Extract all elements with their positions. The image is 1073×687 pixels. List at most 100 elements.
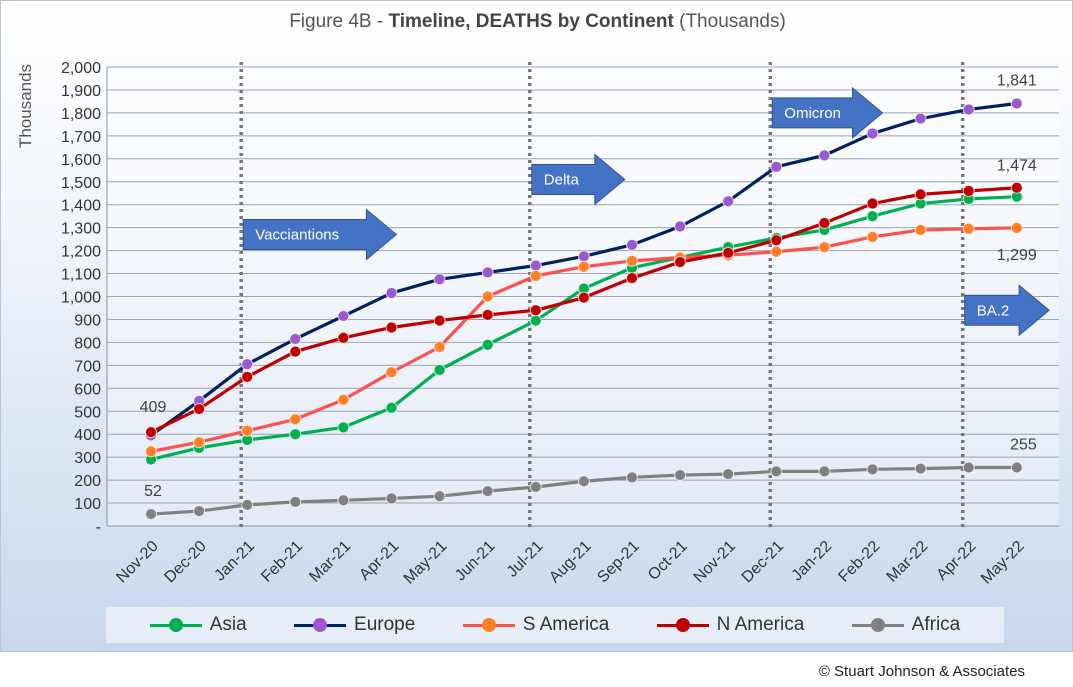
data-point — [577, 250, 590, 263]
data-point — [577, 260, 590, 273]
legend-item-africa: Africa — [851, 614, 961, 636]
y-tick-label: 1,100 — [61, 267, 101, 284]
x-tick-label: Feb-22 — [835, 538, 883, 586]
x-tick-label: Jan-21 — [211, 538, 258, 585]
data-point — [914, 223, 927, 236]
legend-swatch — [462, 618, 515, 632]
data-point — [962, 461, 975, 474]
legend-swatch — [294, 618, 347, 632]
data-point — [1010, 461, 1023, 474]
y-tick-label: - — [96, 519, 101, 536]
data-point — [433, 363, 446, 376]
data-point — [481, 290, 494, 303]
y-tick-label: 2,000 — [61, 60, 101, 77]
x-tick-label: Feb-21 — [258, 538, 306, 586]
data-point — [962, 222, 975, 235]
y-tick-label: 200 — [74, 473, 101, 490]
data-point — [433, 273, 446, 286]
chart-area: Figure 4B - Timeline, DEATHS by Continen… — [0, 0, 1073, 652]
arrow-label: BA.2 — [977, 302, 1010, 319]
y-tick-label: 400 — [74, 427, 101, 444]
x-tick-label: Apr-21 — [356, 538, 402, 584]
data-point — [962, 184, 975, 197]
data-point — [914, 112, 927, 125]
legend-swatch — [656, 618, 709, 632]
data-point — [962, 103, 975, 116]
data-point — [770, 465, 783, 478]
legend-label: Asia — [209, 614, 247, 635]
data-point — [866, 210, 879, 223]
data-point — [385, 401, 398, 414]
x-tick-label: Jun-21 — [452, 538, 499, 585]
y-tick-label: 1,200 — [61, 244, 101, 261]
x-tick-label: Dec-21 — [739, 538, 788, 587]
data-point — [1010, 181, 1023, 194]
data-point — [770, 160, 783, 173]
data-point — [193, 505, 206, 518]
y-tick-label: 1,700 — [61, 129, 101, 146]
data-point — [433, 490, 446, 503]
legend-swatch — [851, 618, 904, 632]
y-tick-label: 800 — [74, 335, 101, 352]
copyright: © Stuart Johnson & Associates — [818, 663, 1025, 680]
y-tick-label: 500 — [74, 404, 101, 421]
arrow-shape — [964, 284, 1050, 337]
data-point — [770, 234, 783, 247]
data-point — [241, 424, 254, 437]
data-point — [818, 241, 831, 254]
data-point — [289, 428, 302, 441]
data-label: 1,841 — [997, 72, 1037, 89]
y-tick-label: 1,900 — [61, 83, 101, 100]
data-point — [529, 480, 542, 493]
data-point — [145, 508, 157, 521]
data-point — [674, 469, 687, 482]
data-point — [866, 230, 879, 243]
data-point — [385, 287, 398, 300]
data-point — [1010, 97, 1023, 110]
data-point — [145, 445, 157, 458]
y-tick-label: 600 — [74, 381, 101, 398]
x-tick-label: Dec-20 — [161, 538, 210, 587]
data-point — [914, 188, 927, 201]
arrow-delta: Delta — [531, 153, 626, 206]
chart-title: Figure 4B - Timeline, DEATHS by Continen… — [289, 11, 786, 32]
data-point — [818, 217, 831, 230]
arrow-ba-2: BA.2 — [964, 284, 1050, 337]
legend-item-s-america: S America — [462, 614, 610, 636]
data-point — [193, 436, 206, 449]
legend-label: Africa — [911, 614, 961, 635]
data-point — [722, 468, 735, 481]
y-tick-label: 700 — [74, 358, 101, 375]
series-africa — [145, 461, 1023, 521]
legend-label: S America — [522, 614, 610, 635]
data-point — [337, 421, 350, 434]
x-tick-label: Nov-21 — [691, 538, 740, 587]
data-point — [337, 310, 350, 323]
data-point — [481, 266, 494, 279]
data-point — [289, 345, 302, 358]
y-tick-label: 1,600 — [61, 152, 101, 169]
data-point — [385, 366, 398, 379]
series-europe — [145, 97, 1023, 442]
legend-item-europe: Europe — [294, 614, 415, 636]
data-point — [866, 127, 879, 140]
data-point — [385, 492, 398, 505]
data-point — [626, 254, 638, 267]
legend: Asia Europe S America N America Africa — [106, 607, 1004, 643]
data-point — [337, 331, 350, 344]
data-point — [529, 259, 542, 272]
x-tick-label: Aug-21 — [546, 538, 595, 587]
data-point — [145, 426, 157, 439]
data-point — [866, 463, 879, 476]
data-point — [241, 358, 254, 371]
line-chart: - 100 200 300 400 500 600 700 800 900 1,000 1,100 1,… — [61, 60, 1059, 588]
data-point — [626, 471, 638, 484]
data-point — [626, 272, 638, 285]
data-point — [481, 308, 494, 321]
data-point — [337, 393, 350, 406]
x-tick-label: Oct-21 — [645, 538, 691, 584]
data-point — [818, 149, 831, 162]
data-point — [385, 321, 398, 334]
data-label: 1,474 — [997, 158, 1037, 175]
x-tick-label: Jul-21 — [504, 538, 547, 581]
